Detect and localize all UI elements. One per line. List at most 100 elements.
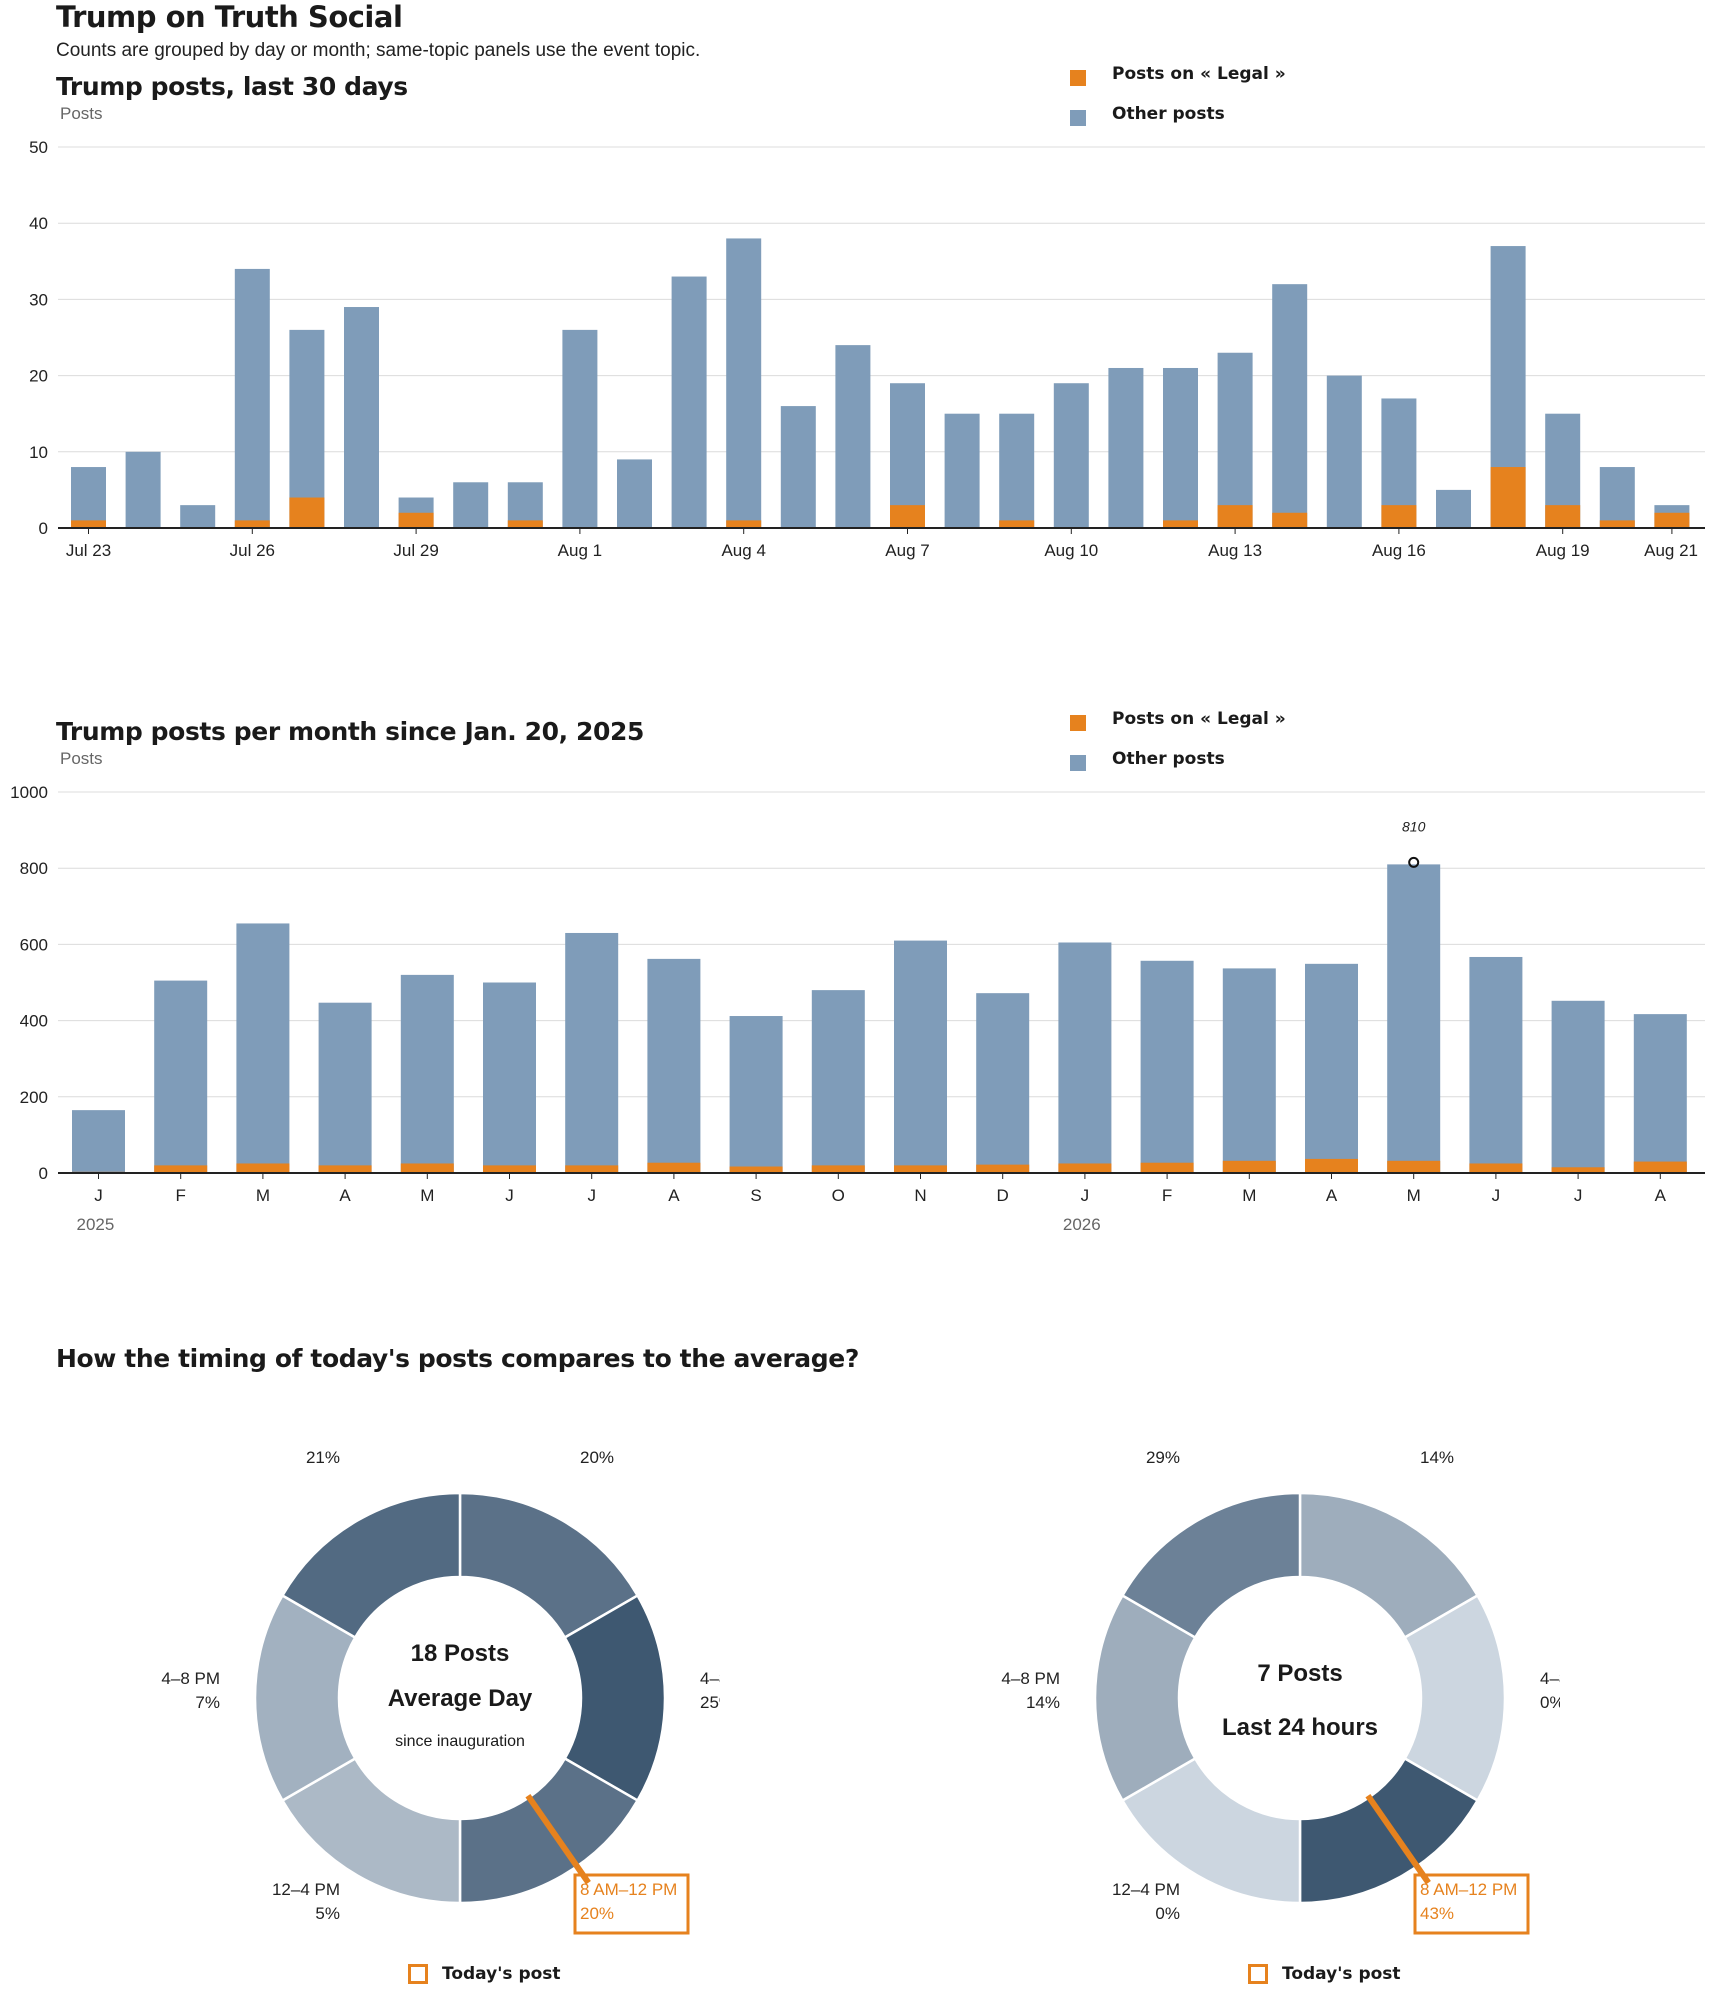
monthly-bar-chart: 0 200 400 600 800 1000 J F M A M J J A S O N D J F M A M J J A 202… <box>10 783 1705 1234</box>
slice-percent: 21% <box>306 1448 340 1467</box>
x-tick-label: Aug 1 <box>558 541 602 560</box>
daily-y-axis-label: Posts <box>60 104 103 123</box>
legal-posts-bar <box>1140 1162 1194 1173</box>
other-posts-bar <box>1599 467 1635 528</box>
other-posts-bar <box>726 238 762 528</box>
legal-posts-bar <box>1217 505 1253 528</box>
today-post-marker <box>1365 1794 1431 1885</box>
other-posts-bar <box>453 482 489 528</box>
other-posts-bar <box>289 329 325 528</box>
legal-posts-bar <box>289 497 325 528</box>
legal-posts-bar <box>1381 505 1417 528</box>
today-legend-label: Today's post <box>1282 1964 1401 1984</box>
x-tick-label: M <box>256 1186 270 1205</box>
today-highlight-box <box>1413 1873 1530 1935</box>
legal-posts-bar <box>1633 1161 1687 1173</box>
x-tick-label: Jul 26 <box>230 541 275 560</box>
x-tick-label: J <box>505 1186 514 1205</box>
slice-percent: 14% <box>1420 1448 1454 1467</box>
y-tick-label: 0 <box>39 519 48 538</box>
slice-percent: 14% <box>1026 1693 1060 1712</box>
x-tick-label: O <box>832 1186 845 1205</box>
y-tick-label: 400 <box>20 1012 48 1031</box>
today-legend-average: Today's post <box>408 1964 561 1984</box>
x-tick-label: Aug 4 <box>721 541 765 560</box>
year-label: 2026 <box>1063 1215 1101 1234</box>
other-posts-bar <box>647 958 701 1173</box>
slice-label: 8 PM–12 AM <box>1083 1440 1180 1443</box>
legal-posts-bar <box>507 520 543 528</box>
slice-label: 4–8 AM <box>1540 1669 1560 1688</box>
slice-percent: 20% <box>580 1448 614 1467</box>
legal-posts-bar <box>1599 520 1635 528</box>
legal-posts-bar <box>398 512 434 528</box>
legal-swatch <box>1070 70 1086 86</box>
today-legend-label: Today's post <box>442 1964 561 1984</box>
annotation-label: 810 <box>1402 818 1426 834</box>
today-post-marker <box>525 1794 591 1885</box>
legal-posts-bar <box>647 1162 701 1173</box>
x-tick-label: J <box>1492 1186 1501 1205</box>
slice-percent: 29% <box>1146 1448 1180 1467</box>
other-posts-bar <box>344 307 379 528</box>
x-tick-label: J <box>1574 1186 1583 1205</box>
other-posts-bar <box>562 329 598 528</box>
legal-posts-bar <box>726 520 762 528</box>
other-posts-bar <box>483 982 536 1173</box>
other-posts-bar <box>318 1002 372 1173</box>
x-tick-label: A <box>668 1186 680 1205</box>
legal-posts-bar <box>1272 512 1308 528</box>
other-posts-bar <box>565 932 619 1173</box>
today-swatch <box>1248 1964 1268 1984</box>
today-highlight-box <box>573 1873 690 1935</box>
x-tick-label: Aug 21 <box>1644 541 1698 560</box>
legal-posts-bar <box>976 1164 1030 1173</box>
legal-posts-bar <box>1387 1160 1441 1173</box>
other-posts-bar <box>999 413 1035 528</box>
chart-title-timing: How the timing of today's posts compares… <box>56 1344 859 1373</box>
y-tick-label: 800 <box>20 859 48 878</box>
y-tick-label: 1000 <box>10 783 48 802</box>
other-posts-bar <box>944 413 980 528</box>
slice-percent: 0% <box>1155 1904 1180 1923</box>
legal-posts-bar <box>1551 1167 1605 1173</box>
x-tick-label: J <box>1081 1186 1090 1205</box>
legal-posts-bar <box>154 1165 208 1173</box>
x-tick-label: Aug 19 <box>1536 541 1590 560</box>
other-posts-bar <box>1633 1014 1687 1173</box>
x-tick-label: A <box>1655 1186 1667 1205</box>
legal-posts-bar <box>400 1163 454 1173</box>
today-legend-24h: Today's post <box>1248 1964 1401 1984</box>
legal-posts-bar <box>1490 467 1526 528</box>
y-tick-label: 200 <box>20 1088 48 1107</box>
legend-label-other: Other posts <box>1112 104 1225 124</box>
slice-label: 12–4 AM <box>1420 1440 1487 1443</box>
x-tick-label: F <box>1162 1186 1172 1205</box>
donut-center-text: 18 Posts <box>411 1640 510 1667</box>
slice-percent: 0% <box>1540 1693 1560 1712</box>
legal-posts-bar <box>1222 1160 1276 1173</box>
other-posts-bar <box>1305 963 1358 1173</box>
donut-center-text: since inauguration <box>395 1733 525 1750</box>
other-posts-bar <box>780 406 816 528</box>
other-posts-bar <box>1436 489 1471 528</box>
legal-posts-bar <box>811 1165 865 1173</box>
chart-title-monthly: Trump posts per month since Jan. 20, 202… <box>56 717 644 746</box>
other-posts-bar <box>890 383 925 528</box>
chart-title-daily: Trump posts, last 30 days <box>56 72 408 101</box>
x-tick-label: Aug 7 <box>885 541 929 560</box>
slice-label: 12–4 PM <box>272 1880 340 1899</box>
x-tick-label: D <box>997 1186 1009 1205</box>
other-posts-bar <box>1469 956 1523 1173</box>
other-posts-bar <box>125 451 161 528</box>
legal-posts-bar <box>483 1165 536 1173</box>
legal-posts-bar <box>236 1163 290 1173</box>
other-posts-bar <box>71 467 106 528</box>
other-posts-bar <box>180 505 216 528</box>
other-posts-bar <box>835 345 871 528</box>
other-posts-bar <box>1551 1000 1605 1173</box>
x-tick-label: A <box>339 1186 351 1205</box>
legal-posts-bar <box>234 520 270 528</box>
other-swatch <box>1070 755 1086 771</box>
other-posts-bar <box>236 923 290 1173</box>
